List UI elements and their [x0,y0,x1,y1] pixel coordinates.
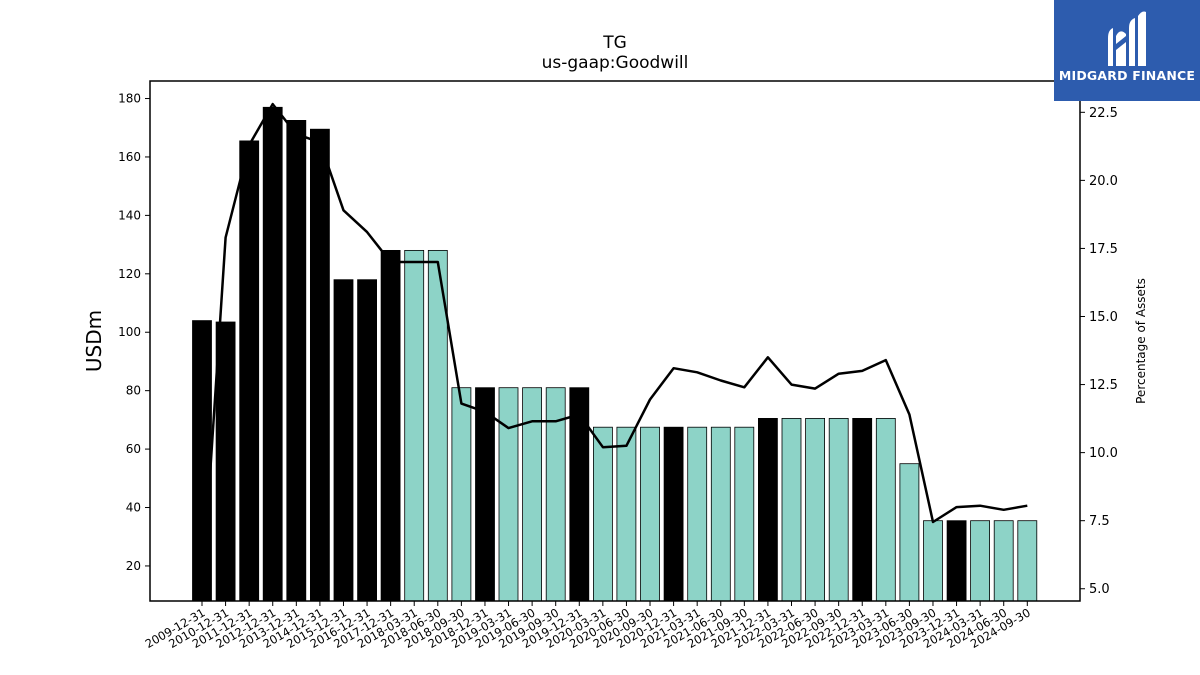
y2-tick-label: 17.5 [1089,242,1118,257]
y2-tick-label: 7.5 [1089,514,1110,529]
y2-tick-label: 20.0 [1089,174,1118,189]
bar-2019-12-31 [569,387,590,602]
chart-subtitle: us-gaap:Goodwill [542,53,689,73]
y-tick-label: 140 [118,208,141,222]
y2-tick-label: 22.5 [1089,106,1118,121]
bar-2021-12-31 [758,417,778,602]
bar-2022-03-31 [781,417,802,602]
midgard-finance-logo: MIDGARD FINANCE [1054,0,1200,101]
y-tick-label: 160 [118,150,141,164]
y2-tick-label: 15.0 [1089,310,1118,325]
y-tick-label: 20 [126,559,141,573]
bar-2014-12-31 [309,128,330,602]
bar-2021-03-31 [687,426,708,602]
bar-2018-09-30 [451,387,472,602]
y-tick-label: 180 [118,92,141,106]
bar-2020-03-31 [593,426,613,602]
bar-2022-06-30 [805,417,825,602]
percentage-of-assets-line [200,102,1028,597]
bar-2022-09-30 [828,417,849,602]
bar-2020-06-30 [616,426,637,602]
y-tick-label: 120 [118,267,141,281]
y-tick-label: 40 [126,501,141,515]
y2-tick-label: 5.0 [1089,582,1110,597]
bar-2018-03-31 [404,249,425,602]
y-tick-label: 100 [118,325,141,339]
bar-2024-09-30 [1017,520,1038,602]
bar-2024-03-31 [970,520,990,602]
bar-2017-12-31 [380,249,401,602]
logo-text: MIDGARD FINANCE [1058,68,1196,83]
y2-tick-label: 12.5 [1089,378,1118,393]
bar-2023-06-30 [899,463,920,602]
bar-2023-12-31 [946,520,967,602]
bar-2020-09-30 [640,426,660,602]
y-tick-label: 80 [126,384,141,398]
bar-2010-12-31 [215,321,236,602]
bar-2023-03-31 [875,417,896,602]
y2-axis-label: Percentage of Assets [1134,278,1148,404]
bar-2018-12-31 [475,387,495,602]
bar-2009-12-31 [192,320,212,602]
bar-2019-03-31 [498,387,519,602]
bar-2023-09-30 [923,520,943,602]
bar-2020-12-31 [663,426,684,602]
bar-2022-12-31 [852,417,873,602]
bar-2019-06-30 [522,387,542,602]
bar-2024-06-30 [993,520,1014,602]
midgard-logo-icon [1108,11,1146,66]
bar-2021-09-30 [734,426,755,602]
y-axis-label: USDm [82,310,106,372]
bar-2012-12-31 [262,106,283,602]
y2-tick-label: 10.0 [1089,446,1118,461]
y-tick-label: 60 [126,442,141,456]
bar-2011-12-31 [239,140,260,602]
chart-title: TG [602,33,627,53]
bar-2016-12-31 [357,279,378,602]
plot-frame [149,80,1081,602]
bar-2015-12-31 [333,279,354,602]
bar-2013-12-31 [286,120,307,602]
bar-2021-06-30 [710,426,731,602]
